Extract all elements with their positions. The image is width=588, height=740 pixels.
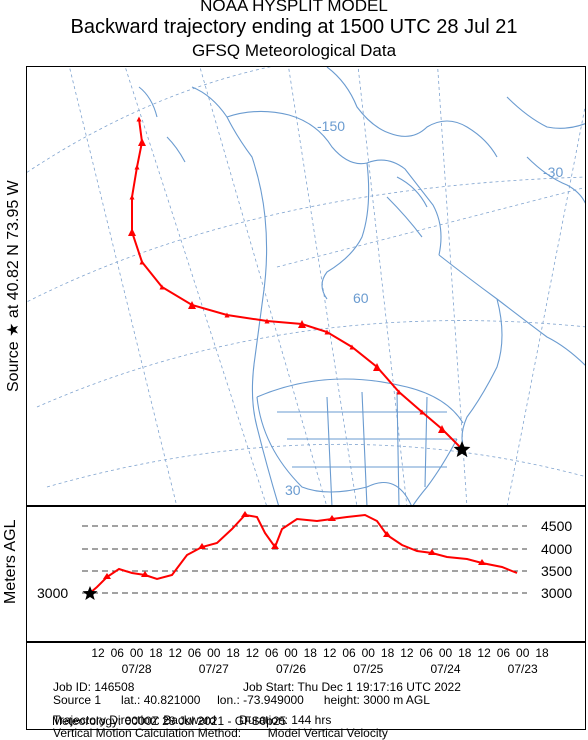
hour-label: 06 <box>111 646 125 660</box>
trajectory-marker <box>224 312 230 318</box>
hour-label: 18 <box>458 646 472 660</box>
hour-label: 18 <box>149 646 163 660</box>
trajectory-marker <box>138 138 146 146</box>
height-tick-3000: 3000 <box>541 585 572 601</box>
height-tick-4500: 4500 <box>541 518 572 534</box>
source-info: Source 1 lat.: 40.821000 lon.: -73.94900… <box>53 693 430 707</box>
trajectory-marker <box>298 320 306 328</box>
meteorology-info: Meteorology: 0000Z 28 Jul 2021 - GFS0p25 <box>52 714 287 728</box>
date-label: 07/26 <box>276 662 306 676</box>
trajectory-marker <box>373 363 381 371</box>
height-tick-3500: 3500 <box>541 563 572 579</box>
hour-label: 00 <box>284 646 298 660</box>
trajectory-markers <box>128 116 446 433</box>
date-label: 07/28 <box>122 662 152 676</box>
height-line <box>89 513 518 594</box>
hour-label: 12 <box>400 646 414 660</box>
title-line-2: Backward trajectory ending at 1500 UTC 2… <box>70 16 518 38</box>
trajectory-marker <box>438 425 446 433</box>
profile-gridlines <box>82 525 527 594</box>
hour-label: 06 <box>265 646 279 660</box>
hour-label: 12 <box>91 646 105 660</box>
source-star-map <box>453 441 471 457</box>
hour-label: 00 <box>516 646 530 660</box>
hour-label: 18 <box>381 646 395 660</box>
height-profile: 4500 4000 3500 3000 3000 <box>26 506 586 642</box>
hour-labels: 12 06 00 18 12 06 00 18 12 06 00 18 12 06 00 18 12 06 00 18… <box>91 646 549 660</box>
map-side-label: Source ★ at 40.82 N 73.95 W <box>5 180 22 392</box>
hour-label: 06 <box>342 646 356 660</box>
trajectory-marker <box>159 284 165 290</box>
trajectory-marker <box>136 116 142 122</box>
trajectory-marker <box>134 164 140 170</box>
map-graticule <box>27 67 585 505</box>
hour-label: 18 <box>226 646 240 660</box>
hour-label: 00 <box>207 646 221 660</box>
date-labels: 07/28 07/27 07/26 07/25 07/24 07/23 <box>122 662 538 676</box>
date-label: 07/25 <box>353 662 383 676</box>
hour-label: 00 <box>439 646 453 660</box>
job-id: Job ID: 146508 <box>53 680 135 694</box>
profile-ylabel: Meters AGL <box>2 519 19 604</box>
trajectory-marker <box>264 318 270 324</box>
hour-label: 06 <box>420 646 434 660</box>
date-label: 07/23 <box>508 662 538 676</box>
date-label: 07/24 <box>430 662 460 676</box>
trajectory-marker <box>419 409 425 415</box>
lat-label-60: 60 <box>353 290 369 306</box>
trajectory-map: -150 -30 60 30 <box>26 66 586 506</box>
trajectory-marker <box>349 344 355 350</box>
lat-label-30: 30 <box>285 482 301 498</box>
height-markers <box>103 511 486 579</box>
title-line-3: GFSQ Meteorological Data <box>191 41 397 60</box>
hour-label: 18 <box>535 646 549 660</box>
hour-label: 12 <box>323 646 337 660</box>
trajectory-marker <box>128 228 136 236</box>
hour-label: 00 <box>130 646 144 660</box>
trajectory-direction: Trajectory Direction: Backward Duration:… <box>53 713 332 727</box>
trajectory-marker <box>324 329 330 335</box>
vertical-method: Vertical Motion Calculation Method: Mode… <box>53 726 388 740</box>
trajectory-marker <box>396 389 402 395</box>
lon-label-150: -150 <box>317 118 345 134</box>
hour-label: 12 <box>246 646 260 660</box>
trajectory-line <box>131 118 463 450</box>
hour-label: 18 <box>304 646 318 660</box>
trajectory-marker <box>129 194 135 200</box>
trajectory-marker <box>188 301 196 309</box>
hour-label: 00 <box>362 646 376 660</box>
coastlines <box>138 67 585 505</box>
height-tick-4000: 4000 <box>541 541 572 557</box>
start-height-label: 3000 <box>37 585 68 601</box>
date-label: 07/27 <box>199 662 229 676</box>
job-start: Job Start: Thu Dec 1 19:17:16 UTC 2022 <box>243 680 461 694</box>
hour-label: 06 <box>497 646 511 660</box>
profile-ticks: 4500 4000 3500 3000 3000 <box>37 518 572 601</box>
hour-label: 12 <box>169 646 183 660</box>
source-star-profile <box>82 586 98 600</box>
trajectory-marker <box>139 259 145 265</box>
hour-label: 06 <box>188 646 202 660</box>
hour-label: 12 <box>477 646 491 660</box>
title-line-1: NOAA HYSPLIT MODEL <box>200 0 388 15</box>
lon-label-30: -30 <box>543 164 563 180</box>
